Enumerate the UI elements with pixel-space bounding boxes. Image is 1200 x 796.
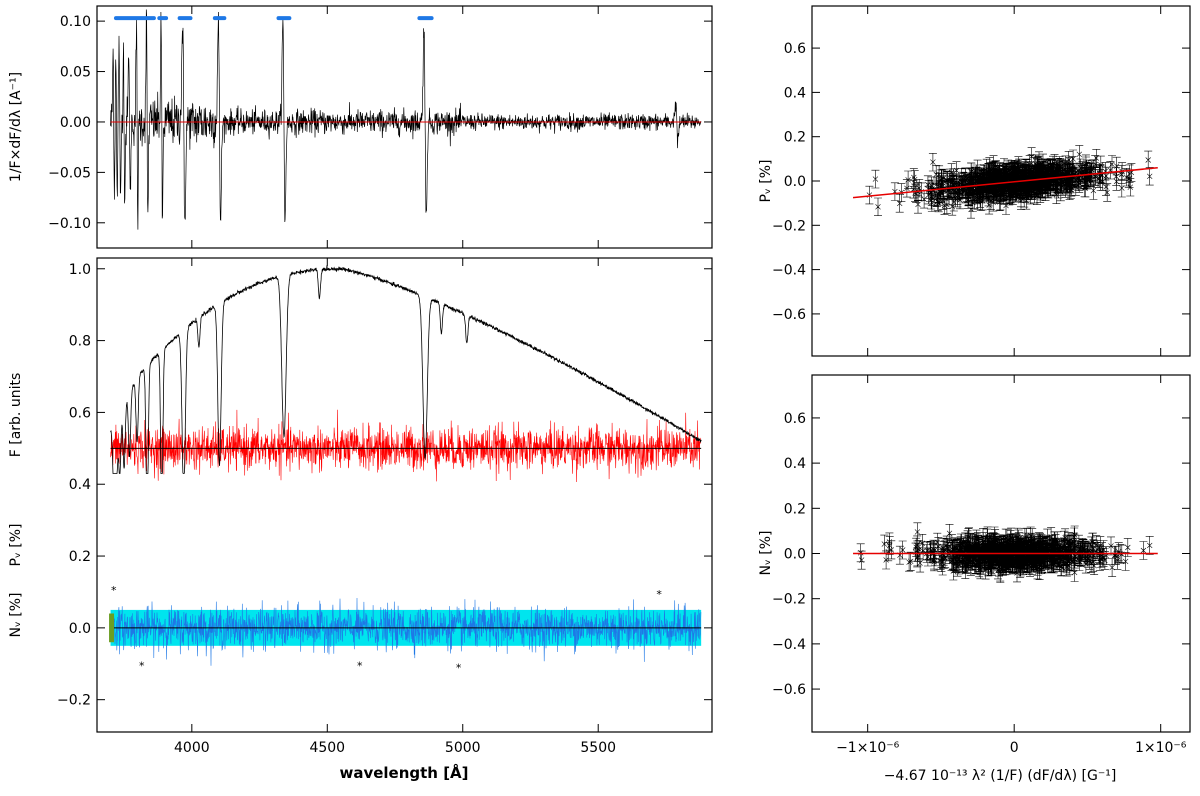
outlier-marker: * [139, 660, 145, 673]
pv-spectrum [110, 409, 702, 483]
outlier-marker: * [656, 588, 662, 601]
derivative-ytick-label: 0.00 [60, 115, 91, 131]
pv-ytick-label: 0.4 [784, 85, 806, 101]
derivative-ytick-label: 0.05 [60, 65, 91, 81]
spectra-ylabel-nv: Nᵥ [%] [8, 593, 24, 638]
plot-pv-regression: −0.6 −0.4 −0.2 0.0 0.2 0.4 0.6 [772, 6, 1190, 356]
panel-derivative: −0.10 −0.05 0.00 0.05 0.10 [48, 5, 713, 249]
nv-xtick-label: 0 [1010, 740, 1019, 756]
spectra-ytick-label: 0.0 [69, 621, 91, 637]
pv-ytick-label: 0.0 [784, 174, 806, 190]
nv-ylabel: Nᵥ [%] [758, 531, 774, 576]
spectra-ylabel-flux: F [arb. units [8, 373, 24, 458]
spectra-ytick-label: 0.2 [69, 549, 91, 565]
spectra-ytick-label: 1.0 [69, 262, 91, 278]
spectra-ytick-label: −0.2 [57, 693, 91, 709]
derivative-ytick-label: −0.05 [48, 165, 91, 181]
spectra-xtick-label: 5500 [580, 740, 616, 756]
spectra-ytick-label: 0.6 [69, 405, 91, 421]
panel-pv-regression: −0.6 −0.4 −0.2 0.0 0.2 0.4 0.6 [772, 5, 1191, 357]
plot-nv-regression: −0.6 −0.4 −0.2 0.0 0.2 0.4 0.6 −1×10⁻⁶ 0 1×10⁻⁶ [772, 375, 1190, 756]
flux-spectrum [110, 265, 702, 474]
plot-spectra: * * * * * −0.2 0.0 0.2 0.4 0.6 0.8 1.0 4000 4500 5000 5… [57, 258, 712, 756]
spectra-xlabel: wavelength [Å] [339, 763, 468, 782]
nv-spectrum [110, 597, 702, 666]
spectra-xtick-label: 4000 [174, 740, 210, 756]
nv-ytick-label: −0.2 [772, 592, 806, 608]
spectra-xtick-label: 5000 [445, 740, 481, 756]
panel-nv-regression: −0.6 −0.4 −0.2 0.0 0.2 0.4 0.6 −1×10⁻⁶ 0 1×10⁻⁶ [772, 374, 1191, 756]
nv-data-points [856, 522, 1154, 583]
outlier-marker: * [111, 584, 117, 597]
outlier-marker: * [357, 660, 363, 673]
pv-ytick-label: −0.6 [772, 307, 806, 323]
spectra-ytick-label: 0.8 [69, 334, 91, 350]
nv-xlabel: −4.67 10⁻¹³ λ² (1/F) (dF/dλ) [G⁻¹] [884, 768, 1117, 784]
pv-ytick-label: −0.4 [772, 263, 806, 279]
spectra-ylabel-pv: Pᵥ [%] [8, 524, 24, 567]
derivative-ytick-label: −0.10 [48, 216, 91, 232]
nv-ytick-label: 0.4 [784, 456, 806, 472]
pv-ytick-label: 0.6 [784, 41, 806, 57]
nv-ytick-label: −0.6 [772, 682, 806, 698]
nv-xtick-label: −1×10⁻⁶ [836, 740, 900, 756]
pv-ytick-label: 0.2 [784, 130, 806, 146]
nv-ytick-label: 0.6 [784, 411, 806, 427]
spectra-ytick-label: 0.4 [69, 477, 91, 493]
panel-spectra: * * * * * −0.2 0.0 0.2 0.4 0.6 0.8 1.0 4000 4500 5000 5… [57, 257, 713, 756]
nv-xtick-label: 1×10⁻⁶ [1135, 740, 1187, 756]
outlier-marker: * [456, 661, 462, 674]
nv-ytick-label: −0.4 [772, 637, 806, 653]
derivative-ytick-label: 0.10 [60, 14, 91, 30]
spectra-xtick-label: 4500 [309, 740, 345, 756]
pv-fit-line [852, 166, 1158, 199]
nv-ytick-label: 0.2 [784, 501, 806, 517]
derivative-ylabel: 1/F×dF/dλ [A⁻¹] [8, 72, 24, 182]
nv-ytick-label: 0.0 [784, 547, 806, 563]
pv-ytick-label: −0.2 [772, 218, 806, 234]
plot-derivative: −0.10 −0.05 0.00 0.05 0.10 [48, 6, 712, 248]
pv-ylabel: Pᵥ [%] [758, 160, 774, 203]
derivative-curve [110, 9, 702, 230]
